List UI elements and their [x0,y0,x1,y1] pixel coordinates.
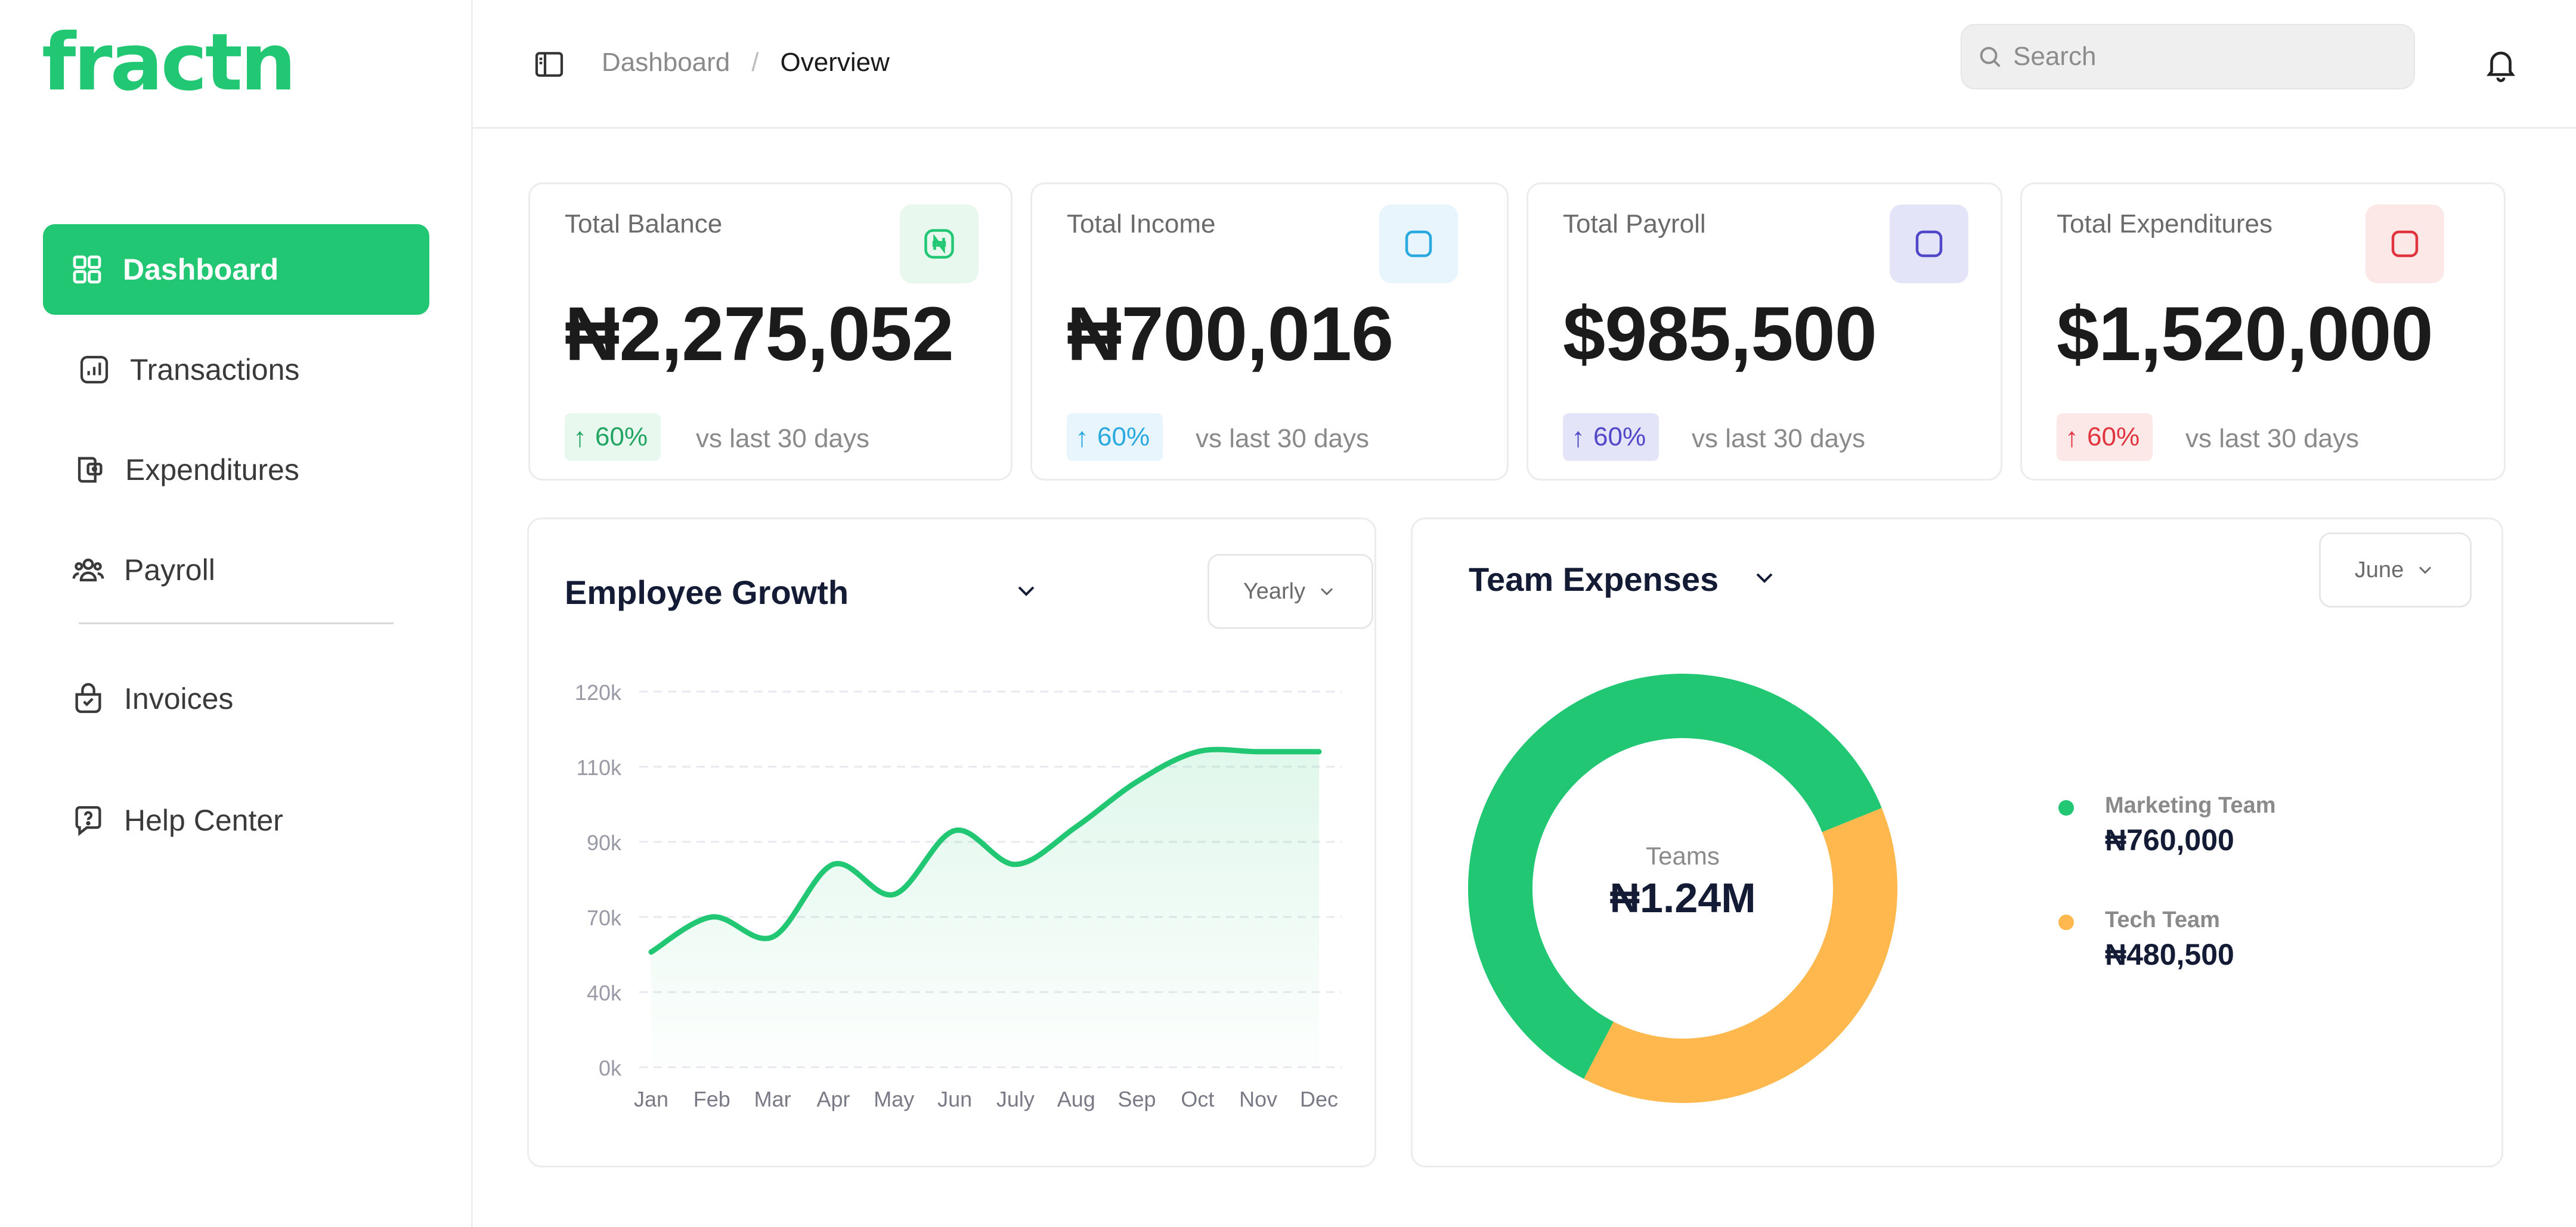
square-icon [1379,204,1458,283]
square-icon [2366,204,2444,283]
square-icon [1890,204,1968,283]
donut-center-value: ₦1.24M [1609,875,1756,921]
sidebar-item-payroll[interactable]: Payroll [43,525,429,615]
legend-dot [2058,915,2074,930]
legend-value: ₦480,500 [2105,938,2234,971]
employee-growth-panel: Employee Growth Yearly [527,518,1376,1167]
sidebar-item-transactions[interactable]: Transactions [43,324,429,415]
change-badge: ↑ 60% [565,413,661,461]
legend-value: ₦760,000 [2105,823,2234,857]
chevron-down-icon [2419,566,2432,574]
arrow-up-icon: ↑ [2065,422,2079,453]
breadcrumb-item-overview: Overview [780,48,890,77]
stat-value: $985,500 [1563,292,1877,377]
sidebar-item-label: Dashboard [123,253,279,286]
change-value: 60% [595,422,648,451]
change-badge: ↑ 60% [1563,413,1659,461]
compare-text: vs last 30 days [1692,424,1866,453]
change-badge: ↑ 60% [1067,413,1163,461]
stat-card-total-payroll: Total Payroll $985,500 ↑ 60% vs last 30 … [1527,182,2002,481]
panel-title: Employee Growth [565,574,849,611]
period-select[interactable]: Yearly [1208,554,1373,629]
arrow-up-icon: ↑ [1571,422,1585,453]
sidebar-item-expenditures[interactable]: Expenditures [43,425,429,515]
stat-value: ₦2,275,052 [565,292,954,377]
breadcrumb-item-dashboard[interactable]: Dashboard [602,48,730,77]
app-logo[interactable]: fractn [42,17,296,109]
sidebar-item-label: Transactions [130,353,300,386]
breadcrumb: Dashboard / Overview [602,48,890,78]
naira-icon [900,204,979,283]
stat-value: ₦700,016 [1067,292,1394,377]
breadcrumb-separator: / [751,48,759,77]
search-icon [1980,47,2001,67]
change-badge: ↑ 60% [2057,413,2153,461]
stat-card-total-expenditures: Total Expenditures $1,520,000 ↑ 60% vs l… [2020,182,2506,481]
chevron-down-icon[interactable] [1012,577,1041,605]
donut-center-label: Teams [1646,842,1720,870]
sidebar-item-label: Payroll [124,553,215,587]
stat-title: Total Payroll [1563,209,1706,238]
help-icon [70,802,106,838]
stat-title: Total Balance [565,209,723,238]
sidebar-divider [79,622,394,624]
sidebar-item-dashboard[interactable]: Dashboard [43,224,429,315]
sidebar-item-label: Help Center [124,804,283,837]
month-select[interactable]: June [2319,532,2472,608]
sidebar-item-label: Invoices [124,682,234,715]
stat-title: Total Income [1067,209,1216,238]
month-select-label: June [2354,557,2404,582]
compare-text: vs last 30 days [1196,424,1370,453]
search-input[interactable] [2012,41,2372,72]
arrow-up-icon: ↑ [1075,422,1089,453]
sidebar-item-help-center[interactable]: Help Center [43,775,429,866]
wallet-icon [72,452,107,488]
team-expenses-panel: Team Expenses June [1411,518,2503,1167]
legend-name: Marketing Team [2105,793,2276,818]
users-icon [70,552,106,588]
compare-text: vs last 30 days [696,424,870,453]
compare-text: vs last 30 days [2185,424,2360,453]
chart-icon [76,352,112,388]
sidebar-item-invoices[interactable]: Invoices [43,653,429,744]
grid-icon [69,252,105,287]
invoice-icon [70,681,106,717]
stat-title: Total Expenditures [2057,209,2272,238]
sidebar-toggle-icon[interactable] [532,48,566,81]
stat-card-total-balance: Total Balance ₦2,275,052 ↑ 60% vs last 3… [528,182,1013,481]
search-box[interactable] [1961,24,2415,89]
change-value: 60% [1097,422,1150,451]
stat-value: $1,520,000 [2057,292,2433,377]
change-value: 60% [2087,422,2140,451]
chevron-down-icon [1321,588,1333,596]
top-header: Dashboard / Overview [473,0,2576,129]
chevron-down-icon[interactable] [1750,563,1779,592]
sidebar-item-label: Expenditures [125,453,299,487]
sidebar: fractn Dashboard Transactions Expenditur… [0,0,473,1227]
change-value: 60% [1593,422,1646,451]
notification-bell-icon[interactable] [2482,45,2519,82]
panel-title: Team Expenses [1469,560,1719,598]
period-select-label: Yearly [1243,578,1306,604]
arrow-up-icon: ↑ [573,422,587,453]
legend-name: Tech Team [2105,907,2220,932]
stat-card-total-income: Total Income ₦700,016 ↑ 60% vs last 30 d… [1030,182,1509,481]
legend-dot [2058,800,2074,816]
